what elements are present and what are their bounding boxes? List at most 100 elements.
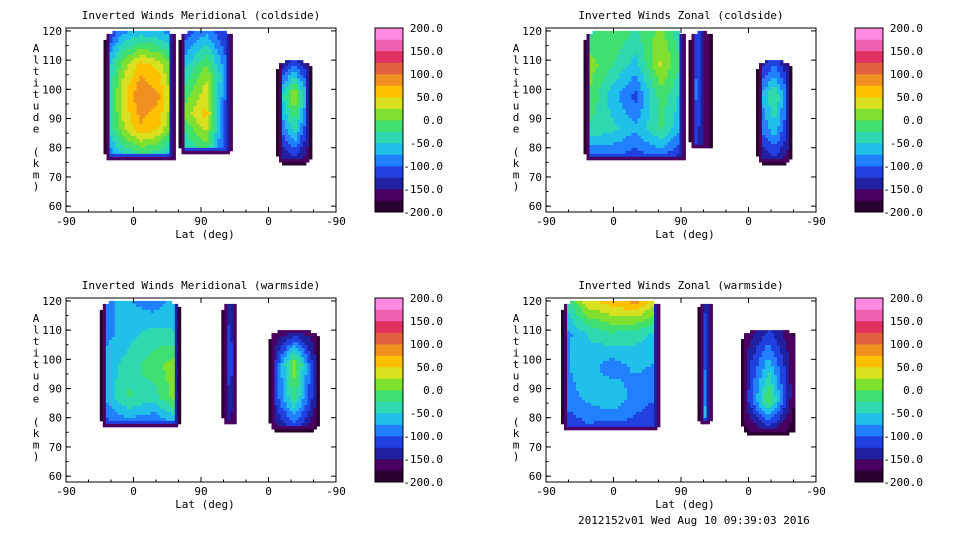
data-cell	[288, 111, 292, 115]
data-cell	[583, 138, 587, 143]
data-cell	[127, 75, 131, 80]
data-cell	[625, 60, 629, 65]
data-cell	[132, 336, 137, 341]
data-cell	[148, 93, 152, 98]
data-cell	[229, 129, 233, 134]
data-cell	[786, 126, 790, 130]
data-cell	[102, 354, 107, 359]
data-cell	[759, 66, 763, 70]
data-cell	[613, 81, 617, 86]
data-cell	[706, 96, 710, 101]
data-cell	[229, 60, 233, 65]
data-cell	[211, 45, 215, 50]
data-cell	[114, 315, 119, 320]
data-cell	[622, 105, 626, 110]
data-cell	[108, 303, 113, 308]
data-cell	[282, 147, 286, 151]
data-cell	[777, 60, 781, 64]
data-cell	[139, 108, 143, 113]
data-cell	[184, 90, 188, 95]
data-cell	[109, 72, 113, 77]
data-cell	[709, 141, 713, 146]
data-cell	[667, 33, 671, 38]
data-cell	[211, 147, 215, 152]
data-cell	[697, 57, 701, 62]
data-cell	[133, 156, 137, 161]
data-cell	[583, 126, 587, 131]
data-cell	[118, 96, 122, 101]
data-cell	[598, 36, 602, 41]
data-cell	[115, 78, 119, 83]
data-cell	[700, 69, 704, 74]
data-cell	[759, 132, 763, 136]
data-cell	[193, 108, 197, 113]
data-cell	[285, 69, 289, 73]
data-cell	[193, 150, 197, 155]
data-cell	[694, 132, 698, 137]
data-cell	[297, 84, 301, 88]
data-cell	[99, 339, 104, 344]
data-cell	[124, 108, 128, 113]
data-cell	[220, 93, 224, 98]
data-cell	[148, 63, 152, 68]
data-cell	[145, 57, 149, 62]
data-cell	[106, 138, 110, 143]
data-cell	[589, 81, 593, 86]
data-cell	[165, 303, 170, 308]
data-cell	[127, 96, 131, 101]
data-cell	[139, 120, 143, 125]
data-cell	[165, 315, 170, 320]
data-cell	[127, 129, 131, 134]
data-cell	[124, 72, 128, 77]
data-cell	[108, 351, 113, 356]
data-cell	[589, 111, 593, 116]
y-tick-label: 60	[49, 200, 62, 213]
data-cell	[762, 69, 766, 73]
data-cell	[181, 132, 185, 137]
data-cell	[786, 144, 790, 148]
data-cell	[205, 105, 209, 110]
data-cell	[163, 30, 167, 35]
data-cell	[294, 135, 298, 139]
data-cell	[151, 99, 155, 104]
data-cell	[276, 78, 280, 82]
data-cell	[166, 111, 170, 116]
data-cell	[676, 57, 680, 62]
data-cell	[168, 318, 173, 323]
data-cell	[628, 129, 632, 134]
data-cell	[667, 99, 671, 104]
data-cell	[187, 99, 191, 104]
data-cell	[288, 102, 292, 106]
data-cell	[783, 72, 787, 76]
data-cell	[589, 135, 593, 140]
data-cell	[670, 114, 674, 119]
data-cell	[607, 93, 611, 98]
data-cell	[762, 153, 766, 157]
data-cell	[628, 150, 632, 155]
data-cell	[151, 66, 155, 71]
x-tick-label: 0	[265, 215, 272, 228]
data-cell	[765, 78, 769, 82]
data-cell	[190, 123, 194, 128]
data-cell	[211, 123, 215, 128]
data-cell	[163, 99, 167, 104]
data-cell	[768, 81, 772, 85]
data-cell	[220, 117, 224, 122]
data-cell	[136, 84, 140, 89]
data-cell	[661, 114, 665, 119]
data-cell	[667, 87, 671, 92]
data-cell	[172, 33, 176, 38]
data-cell	[154, 75, 158, 80]
data-cell	[610, 120, 614, 125]
data-cell	[196, 36, 200, 41]
data-cell	[300, 69, 304, 73]
data-cell	[583, 144, 587, 149]
data-cell	[649, 111, 653, 116]
data-cell	[652, 153, 656, 158]
data-cell	[177, 324, 182, 329]
data-cell	[190, 51, 194, 56]
data-cell	[771, 156, 775, 160]
data-cell	[595, 36, 599, 41]
data-cell	[774, 132, 778, 136]
data-cell	[190, 33, 194, 38]
